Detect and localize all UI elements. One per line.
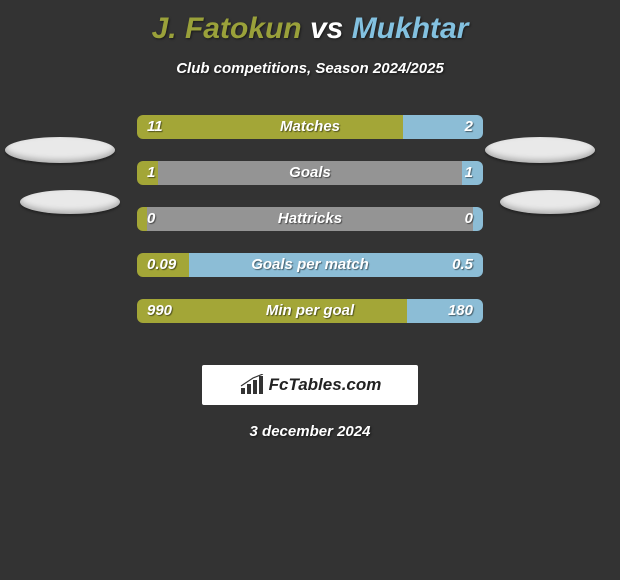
bar-left	[137, 299, 407, 323]
bar-neutral	[158, 161, 462, 185]
bar-left	[137, 161, 158, 185]
stat-row: Goals11	[0, 161, 620, 207]
player-1-name: J. Fatokun	[152, 12, 302, 45]
bar-right	[189, 253, 483, 277]
stat-rows: Matches112Goals11Hattricks00Goals per ma…	[0, 115, 620, 345]
stat-row: Goals per match0.090.5	[0, 253, 620, 299]
subtitle: Club competitions, Season 2024/2025	[0, 60, 620, 77]
bar-track	[137, 299, 483, 323]
title-row: J. Fatokun vs Mukhtar	[0, 12, 620, 46]
bar-track	[137, 207, 483, 231]
bar-right	[403, 115, 483, 139]
bar-neutral	[147, 207, 473, 231]
player-2-name: Mukhtar	[352, 12, 469, 45]
branding-text: FcTables.com	[269, 375, 382, 395]
branding-badge: FcTables.com	[202, 365, 418, 405]
stat-row: Matches112	[0, 115, 620, 161]
comparison-card: J. Fatokun vs Mukhtar Club competitions,…	[0, 12, 620, 440]
bar-left	[137, 207, 147, 231]
bar-right	[462, 161, 483, 185]
stat-row: Min per goal990180	[0, 299, 620, 345]
bar-left	[137, 253, 189, 277]
date-label: 3 december 2024	[0, 423, 620, 440]
vs-label: vs	[310, 12, 343, 45]
bar-right	[473, 207, 483, 231]
bar-right	[407, 299, 483, 323]
stat-row: Hattricks00	[0, 207, 620, 253]
bar-track	[137, 115, 483, 139]
chart-icon	[239, 374, 265, 396]
bar-left	[137, 115, 403, 139]
bar-track	[137, 253, 483, 277]
bar-track	[137, 161, 483, 185]
